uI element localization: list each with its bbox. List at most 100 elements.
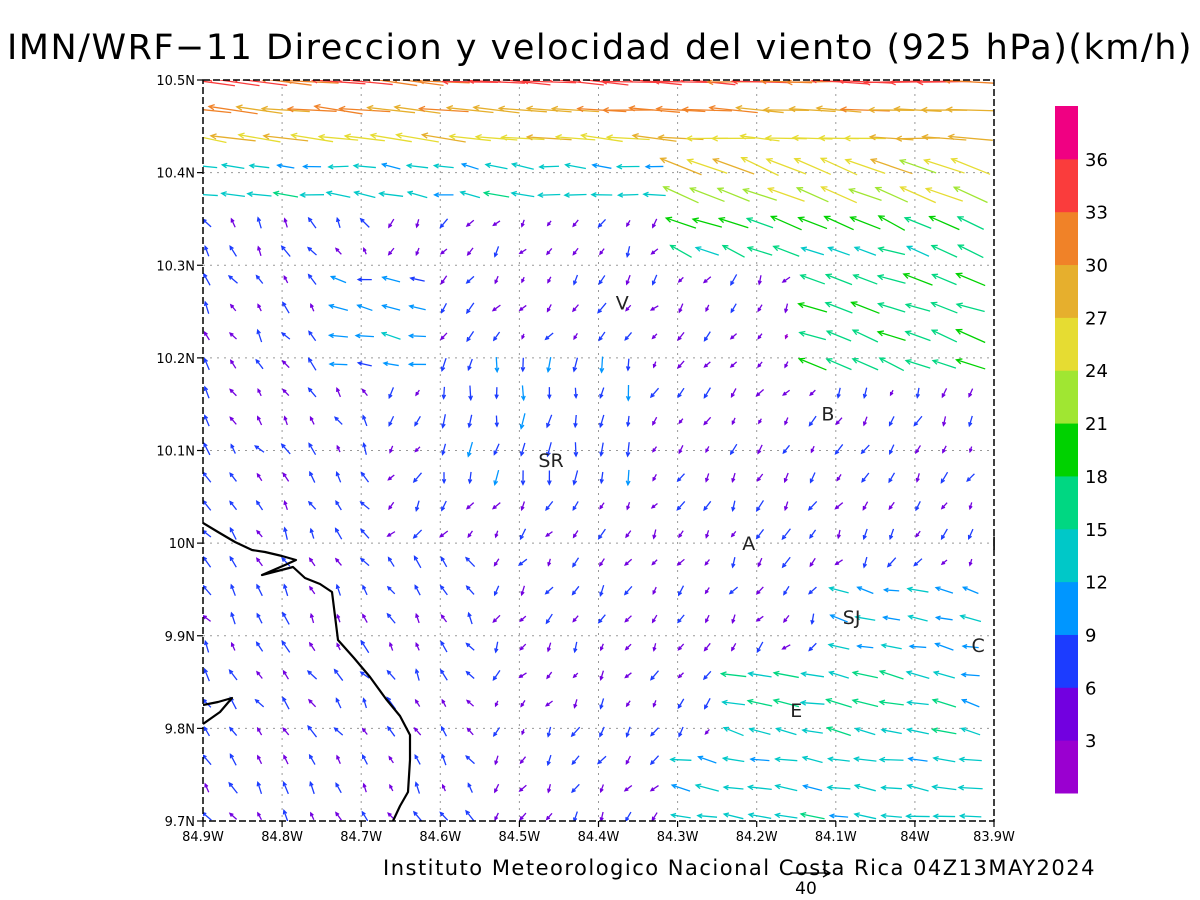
wind-vector (625, 726, 631, 738)
wind-vector (494, 275, 499, 285)
wind-vector (520, 700, 526, 708)
wind-vector (307, 216, 317, 229)
wind-vector (441, 783, 446, 792)
wind-vector (360, 528, 370, 539)
wind-vector (386, 612, 396, 624)
wind-vector (808, 586, 817, 595)
x-tick-label: 84.2W (736, 830, 778, 845)
wind-vector (730, 530, 737, 538)
wind-vector (705, 446, 710, 454)
wind-vector (782, 389, 791, 396)
wind-vector (359, 557, 370, 567)
wind-vector (862, 528, 868, 541)
wind-vector (649, 755, 660, 766)
wind-vector (856, 643, 874, 649)
colorbar-segment (1055, 423, 1078, 477)
wind-vector (474, 133, 518, 141)
wind-vector (441, 443, 447, 456)
wind-vector (467, 611, 473, 625)
wind-vector (853, 812, 877, 820)
colorbar-segment (1055, 475, 1078, 530)
wind-vector (932, 813, 956, 820)
wind-vector (306, 246, 317, 256)
wind-vector (525, 134, 572, 141)
wind-vector (492, 220, 501, 227)
wind-vector (853, 246, 877, 256)
wind-vector (563, 192, 587, 198)
wind-vector (282, 727, 290, 736)
wind-vector (968, 446, 973, 454)
wind-vector (731, 500, 736, 513)
wind-vector (627, 105, 681, 113)
wind-vector (961, 643, 979, 649)
wind-vector (282, 301, 290, 314)
wind-vector (256, 472, 263, 482)
wind-vector (525, 105, 572, 113)
wind-vector (650, 502, 658, 509)
wind-vector (282, 669, 290, 680)
wind-vector (756, 641, 764, 654)
wind-vector (207, 104, 258, 115)
wind-vector (466, 727, 474, 736)
wind-vector (283, 754, 289, 765)
wind-vector (772, 245, 800, 257)
wind-vector (282, 696, 290, 710)
wind-vector (597, 528, 606, 540)
wind-vector (310, 80, 366, 85)
wind-vector (856, 586, 874, 595)
wind-vector (572, 615, 579, 623)
wind-vector (256, 670, 263, 679)
wind-vector (889, 389, 894, 397)
wind-vector (203, 725, 211, 737)
wind-vector (598, 558, 605, 567)
wind-vector (334, 557, 342, 566)
wind-vector (335, 697, 342, 709)
wind-vector (702, 276, 712, 284)
wind-vector (784, 303, 789, 314)
wind-vector (783, 501, 789, 512)
wind-vector (409, 276, 425, 282)
wind-vector (959, 614, 982, 623)
wind-vector (439, 584, 448, 596)
wind-vector (492, 614, 501, 623)
wind-vector (669, 812, 691, 819)
wind-vector (839, 106, 890, 113)
wind-vector (655, 105, 706, 113)
wind-vector (203, 556, 212, 568)
wind-vector (625, 358, 631, 372)
wind-vector (520, 470, 526, 486)
wind-vector (255, 500, 264, 511)
wind-vector (484, 162, 508, 170)
wind-vector (652, 218, 658, 229)
wind-vector (546, 357, 552, 374)
y-axis-ticks: 9.7N 9.8N 9.9N 10N 10.1N 10.2N 10.3N 10.4N 10.5N (156, 74, 203, 830)
wind-vector (960, 672, 980, 678)
wind-vector (651, 559, 658, 566)
wind-vector (257, 415, 263, 426)
x-tick-label: 84.4W (578, 830, 620, 845)
wind-vector (415, 389, 420, 397)
wind-vector (716, 187, 750, 202)
wind-vector (546, 470, 552, 486)
wind-vector (913, 558, 923, 567)
wind-vector (826, 726, 852, 737)
wind-vector (388, 218, 395, 229)
wind-vector (465, 755, 475, 765)
wind-vector (950, 157, 991, 175)
wind-vector (313, 103, 363, 115)
wind-vector (899, 186, 937, 204)
wind-vector (902, 272, 933, 286)
wind-vector (203, 330, 210, 341)
wind-vector (227, 274, 238, 284)
wind-vector (688, 187, 725, 203)
wind-vector (546, 248, 553, 256)
wind-vector (465, 809, 475, 821)
wind-vector (229, 303, 237, 312)
wind-vector (220, 162, 245, 170)
wind-vector (947, 133, 993, 141)
wind-vector (465, 585, 475, 595)
wind-vector (853, 783, 876, 792)
wind-vector (905, 245, 930, 257)
wind-vector (888, 501, 895, 511)
wind-vector (229, 359, 237, 369)
